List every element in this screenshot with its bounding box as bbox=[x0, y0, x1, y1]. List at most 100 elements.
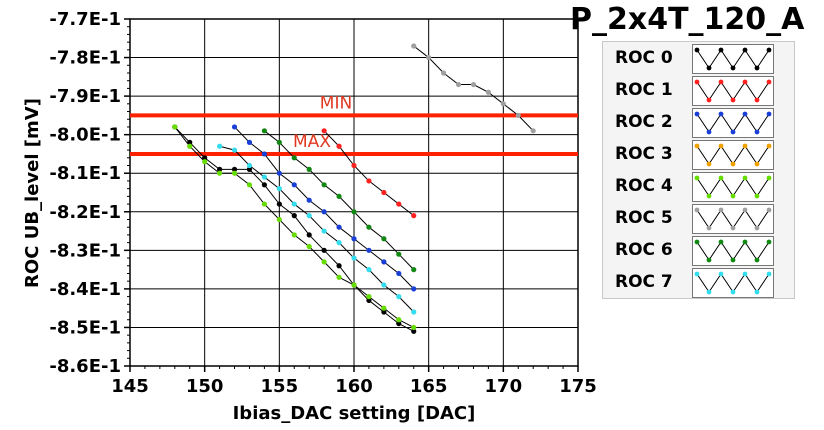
y-tick-label: -8.5E-1 bbox=[49, 317, 121, 338]
legend-item: ROC 6 bbox=[603, 234, 794, 266]
series-roc-2 bbox=[231, 124, 417, 292]
series-group bbox=[172, 43, 536, 334]
series-roc-6 bbox=[261, 128, 417, 273]
data-point bbox=[261, 182, 267, 188]
data-point bbox=[187, 143, 193, 149]
data-point bbox=[411, 328, 417, 334]
data-point bbox=[291, 213, 297, 219]
series-roc-4 bbox=[172, 124, 417, 331]
chart-area: MIN MAX 145 150 155 160 165 170 175 -7.7E-1 -7.8… bbox=[22, 9, 597, 424]
legend-swatch-marker bbox=[694, 175, 700, 181]
data-point bbox=[321, 128, 327, 134]
data-point bbox=[351, 255, 357, 261]
data-point bbox=[366, 297, 372, 304]
legend-swatch-marker bbox=[766, 207, 772, 213]
legend-swatch-marker bbox=[694, 79, 700, 85]
data-point bbox=[366, 178, 372, 184]
data-point bbox=[231, 124, 238, 130]
legend-swatch-marker bbox=[742, 79, 748, 85]
data-point bbox=[366, 224, 372, 230]
legend-swatch-marker bbox=[766, 111, 772, 117]
data-point bbox=[217, 170, 223, 176]
y-tick-label: -8.0E-1 bbox=[49, 125, 121, 146]
data-point bbox=[381, 305, 387, 311]
y-axis-ticks: -7.7E-1 -7.8E-1 -7.9E-1 -8.0E-1 -8.1E-1 -8.2E… bbox=[49, 9, 130, 377]
data-point bbox=[261, 201, 267, 207]
legend-swatch-marker bbox=[718, 47, 724, 53]
legend-swatch-marker bbox=[742, 47, 748, 53]
legend-swatch-line bbox=[696, 145, 770, 165]
legend-item: ROC 0 bbox=[603, 42, 794, 74]
legend-swatch-line bbox=[696, 273, 770, 293]
legend-swatch-marker bbox=[694, 143, 700, 149]
legend-swatch-line bbox=[696, 81, 770, 101]
data-point bbox=[276, 186, 282, 192]
data-point bbox=[411, 267, 417, 273]
legend-swatch-marker bbox=[742, 111, 748, 117]
reference-lines: MIN MAX bbox=[130, 93, 578, 156]
legend-swatch-marker bbox=[718, 271, 724, 277]
reference-label-max: MAX bbox=[293, 132, 331, 152]
data-point bbox=[291, 182, 297, 188]
legend-item: ROC 1 bbox=[603, 74, 794, 106]
data-point bbox=[261, 151, 267, 157]
data-point bbox=[172, 124, 178, 130]
legend-swatch-marker bbox=[730, 257, 736, 263]
data-point bbox=[426, 54, 432, 61]
data-point bbox=[231, 147, 238, 153]
legend-swatch-marker bbox=[754, 97, 760, 103]
data-point bbox=[306, 197, 312, 203]
legend-swatch bbox=[692, 76, 774, 106]
data-point bbox=[321, 209, 327, 215]
legend-item: ROC 7 bbox=[603, 266, 794, 298]
legend-swatch-marker bbox=[718, 239, 724, 245]
legend-swatch-marker bbox=[694, 239, 700, 245]
data-point bbox=[291, 201, 297, 207]
legend-swatch-marker bbox=[742, 239, 748, 245]
data-point bbox=[411, 286, 417, 292]
data-point bbox=[381, 236, 387, 242]
x-tick-label: 170 bbox=[485, 376, 523, 397]
legend-swatch-marker bbox=[742, 207, 748, 213]
legend-swatch-marker bbox=[766, 143, 772, 149]
legend-swatch bbox=[692, 108, 774, 138]
legend-swatch bbox=[692, 44, 774, 74]
series-roc-7 bbox=[217, 143, 417, 315]
legend-label: ROC 7 bbox=[615, 272, 673, 292]
legend-swatch-marker bbox=[742, 143, 748, 149]
x-tick-label: 165 bbox=[410, 376, 448, 397]
x-axis-label: Ibias_DAC setting [DAC] bbox=[233, 403, 476, 424]
legend-swatch-marker bbox=[766, 271, 772, 277]
data-point bbox=[246, 182, 253, 188]
data-point bbox=[291, 155, 297, 161]
data-point bbox=[321, 247, 327, 253]
data-point bbox=[246, 166, 253, 172]
data-point bbox=[306, 243, 312, 250]
legend-swatch-marker bbox=[766, 47, 772, 53]
y-tick-label: -8.2E-1 bbox=[49, 202, 121, 223]
data-point bbox=[276, 139, 282, 145]
data-point bbox=[351, 162, 357, 169]
data-point bbox=[336, 224, 342, 230]
legend-item: ROC 4 bbox=[603, 170, 794, 202]
legend-item: ROC 5 bbox=[603, 202, 794, 234]
legend-label: ROC 0 bbox=[615, 48, 673, 68]
data-point bbox=[366, 294, 372, 300]
y-axis-label: ROC UB_level [mV] bbox=[22, 98, 43, 288]
x-tick-label: 155 bbox=[261, 376, 299, 397]
legend-swatch-marker bbox=[706, 193, 712, 199]
legend-item: ROC 2 bbox=[603, 106, 794, 138]
data-point bbox=[202, 159, 208, 165]
y-tick-label: -7.8E-1 bbox=[49, 48, 121, 69]
legend-swatch-marker bbox=[766, 79, 772, 85]
legend-swatch-marker bbox=[706, 289, 712, 295]
legend-swatch-marker bbox=[754, 193, 760, 199]
legend-swatch-marker bbox=[754, 129, 760, 135]
data-point bbox=[306, 166, 312, 172]
legend-swatch-marker bbox=[694, 207, 700, 213]
series-roc-1 bbox=[321, 128, 417, 219]
legend-swatch bbox=[692, 140, 774, 170]
y-tick-label: -8.4E-1 bbox=[49, 279, 121, 300]
legend-swatch-marker bbox=[766, 239, 772, 245]
data-point bbox=[202, 155, 208, 161]
